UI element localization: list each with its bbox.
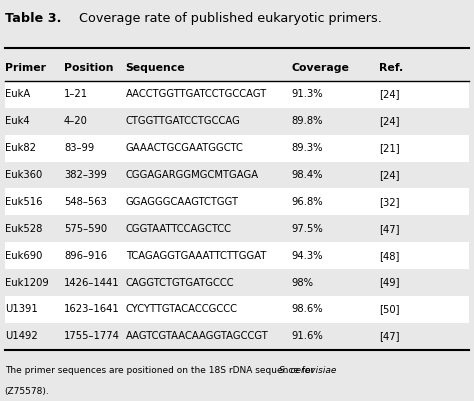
Text: 1426–1441: 1426–1441 bbox=[64, 277, 119, 288]
Bar bbox=[5, 81, 469, 108]
Text: 98.4%: 98.4% bbox=[292, 170, 323, 180]
Text: 98.6%: 98.6% bbox=[292, 304, 323, 314]
Text: Coverage: Coverage bbox=[292, 63, 349, 73]
Text: (Z75578).: (Z75578). bbox=[5, 387, 49, 395]
Bar bbox=[5, 323, 469, 350]
Text: TCAGAGGTGAAATTCTTGGAT: TCAGAGGTGAAATTCTTGGAT bbox=[126, 251, 266, 261]
Text: [24]: [24] bbox=[379, 116, 400, 126]
Text: U1391: U1391 bbox=[5, 304, 37, 314]
Text: 89.8%: 89.8% bbox=[292, 116, 323, 126]
Text: Euk516: Euk516 bbox=[5, 197, 42, 207]
Text: [21]: [21] bbox=[379, 143, 400, 153]
Text: Euk360: Euk360 bbox=[5, 170, 42, 180]
Text: U1492: U1492 bbox=[5, 331, 37, 341]
Text: 91.6%: 91.6% bbox=[292, 331, 323, 341]
Text: 896–916: 896–916 bbox=[64, 251, 107, 261]
Text: Euk1209: Euk1209 bbox=[5, 277, 48, 288]
Text: CGGAGARGGMGCMTGAGA: CGGAGARGGMGCMTGAGA bbox=[126, 170, 259, 180]
Text: 89.3%: 89.3% bbox=[292, 143, 323, 153]
Bar bbox=[5, 188, 469, 215]
Text: [49]: [49] bbox=[379, 277, 400, 288]
Bar bbox=[5, 135, 469, 162]
Text: 91.3%: 91.3% bbox=[292, 89, 323, 99]
Text: 1–21: 1–21 bbox=[64, 89, 88, 99]
Bar bbox=[5, 269, 469, 296]
Text: 97.5%: 97.5% bbox=[292, 224, 323, 234]
Text: The primer sequences are positioned on the 18S rDNA sequence for: The primer sequences are positioned on t… bbox=[5, 366, 317, 375]
Text: EukA: EukA bbox=[5, 89, 30, 99]
Text: Sequence: Sequence bbox=[126, 63, 185, 73]
Text: Table 3.: Table 3. bbox=[5, 12, 61, 25]
Text: Euk690: Euk690 bbox=[5, 251, 42, 261]
Bar bbox=[5, 162, 469, 188]
Text: 382–399: 382–399 bbox=[64, 170, 107, 180]
Bar bbox=[5, 215, 469, 242]
Text: Euk4: Euk4 bbox=[5, 116, 29, 126]
Text: Coverage rate of published eukaryotic primers.: Coverage rate of published eukaryotic pr… bbox=[75, 12, 382, 25]
Bar bbox=[5, 296, 469, 323]
Text: CAGGTCTGTGATGCCC: CAGGTCTGTGATGCCC bbox=[126, 277, 234, 288]
Text: CTGGTTGATCCTGCCAG: CTGGTTGATCCTGCCAG bbox=[126, 116, 240, 126]
Text: [32]: [32] bbox=[379, 197, 400, 207]
Text: 83–99: 83–99 bbox=[64, 143, 94, 153]
Text: [24]: [24] bbox=[379, 89, 400, 99]
Text: AACCTGGTTGATCCTGCCAGT: AACCTGGTTGATCCTGCCAGT bbox=[126, 89, 267, 99]
Text: Euk82: Euk82 bbox=[5, 143, 36, 153]
Text: S. cerevisiae: S. cerevisiae bbox=[279, 366, 336, 375]
Text: Ref.: Ref. bbox=[379, 63, 403, 73]
Text: 96.8%: 96.8% bbox=[292, 197, 323, 207]
Text: [47]: [47] bbox=[379, 331, 400, 341]
Text: Euk528: Euk528 bbox=[5, 224, 42, 234]
Text: 1623–1641: 1623–1641 bbox=[64, 304, 120, 314]
Text: 575–590: 575–590 bbox=[64, 224, 107, 234]
Text: CGGTAATTCCAGCTCC: CGGTAATTCCAGCTCC bbox=[126, 224, 232, 234]
Text: AAGTCGTAACAAGGTAGCCGT: AAGTCGTAACAAGGTAGCCGT bbox=[126, 331, 268, 341]
Text: 4–20: 4–20 bbox=[64, 116, 88, 126]
Text: [24]: [24] bbox=[379, 170, 400, 180]
Text: Primer: Primer bbox=[5, 63, 46, 73]
Text: Position: Position bbox=[64, 63, 113, 73]
Text: CYCYTTGTACACCGCCC: CYCYTTGTACACCGCCC bbox=[126, 304, 237, 314]
Bar bbox=[5, 242, 469, 269]
Text: [50]: [50] bbox=[379, 304, 400, 314]
Text: 94.3%: 94.3% bbox=[292, 251, 323, 261]
Text: [48]: [48] bbox=[379, 251, 400, 261]
Bar bbox=[5, 108, 469, 135]
Text: 548–563: 548–563 bbox=[64, 197, 107, 207]
Text: GGAGGGCAAGTCTGGT: GGAGGGCAAGTCTGGT bbox=[126, 197, 238, 207]
Text: 98%: 98% bbox=[292, 277, 313, 288]
Text: 1755–1774: 1755–1774 bbox=[64, 331, 120, 341]
Text: [47]: [47] bbox=[379, 224, 400, 234]
Text: GAAACTGCGAATGGCTC: GAAACTGCGAATGGCTC bbox=[126, 143, 244, 153]
